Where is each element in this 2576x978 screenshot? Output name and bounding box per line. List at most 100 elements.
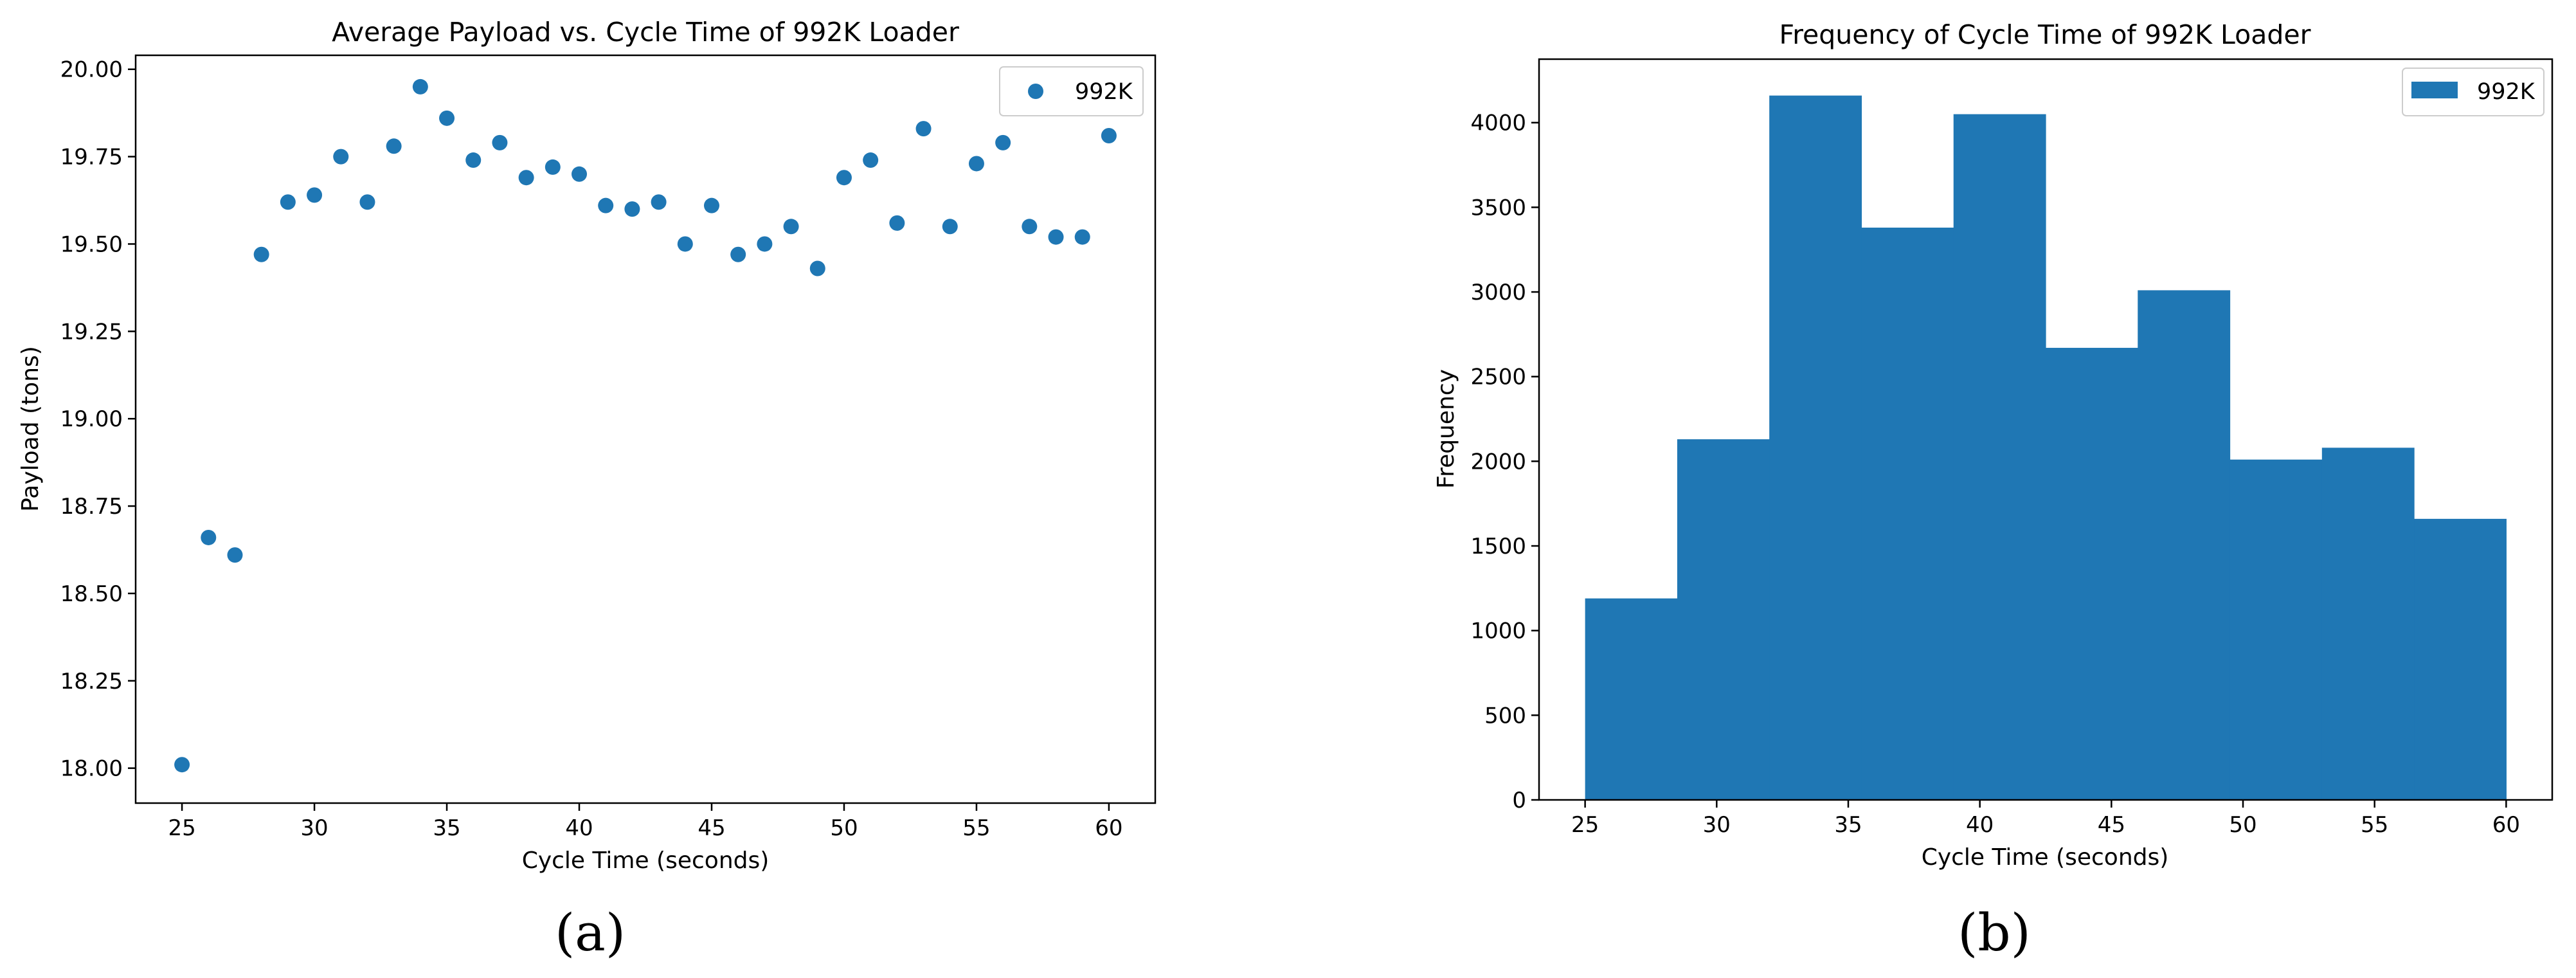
y-tick-label: 0 (1512, 788, 1526, 813)
x-tick-label: 40 (1966, 812, 1994, 838)
scatter-x-axis-label: Cycle Time (seconds) (522, 847, 770, 874)
scatter-panel: Average Payload vs. Cycle Time of 992K L… (17, 17, 1157, 963)
scatter-point (545, 159, 561, 175)
scatter-point (1048, 229, 1064, 245)
scatter-point (412, 78, 428, 95)
y-tick-label: 18.00 (60, 756, 123, 782)
histogram-x-ticks: 25 30 35 40 45 50 55 60 (1571, 800, 2520, 838)
scatter-legend-box (999, 66, 1144, 116)
histogram-bar (2414, 518, 2507, 800)
histogram-panel: Frequency of Cycle Time of 992K Loader 2… (1433, 19, 2553, 963)
y-tick-label: 19.00 (60, 406, 123, 432)
x-tick-label: 50 (2229, 812, 2256, 838)
x-tick-label: 60 (2492, 812, 2520, 838)
scatter-point (201, 529, 217, 545)
scatter-point (1101, 127, 1117, 143)
histogram-plot-area (1585, 95, 2507, 801)
histogram-bar (1861, 227, 1954, 801)
scatter-point (439, 110, 455, 126)
scatter-point (995, 134, 1011, 150)
y-tick-label: 19.75 (60, 145, 123, 170)
y-tick-label: 19.25 (60, 319, 123, 345)
scatter-point (307, 187, 323, 203)
scatter-point (677, 236, 693, 252)
histogram-legend-swatch (2411, 82, 2458, 98)
histogram-legend-label: 992K (2477, 79, 2535, 105)
scatter-y-ticks: 18.00 18.25 18.50 18.75 19.00 19.25 19.50 19.75… (60, 57, 136, 782)
histogram-bar (2321, 448, 2415, 800)
y-tick-label: 3500 (1470, 195, 1526, 221)
scatter-point (572, 166, 588, 182)
y-tick-label: 2000 (1470, 449, 1526, 475)
y-tick-label: 1500 (1470, 534, 1526, 559)
scatter-point (809, 260, 825, 276)
scatter-point (174, 757, 190, 773)
scatter-point (783, 219, 799, 235)
y-tick-label: 2500 (1470, 365, 1526, 390)
scatter-y-axis-label: Payload (tons) (17, 346, 44, 512)
scatter-plot-area (174, 78, 1117, 773)
panel-label-a: (a) (555, 903, 626, 963)
scatter-point (280, 194, 296, 210)
x-tick-label: 30 (300, 815, 328, 841)
histogram-legend: 992K (2402, 68, 2544, 116)
x-tick-label: 50 (830, 815, 858, 841)
scatter-point (836, 170, 852, 186)
y-tick-label: 18.50 (60, 581, 123, 607)
scatter-point (1022, 219, 1038, 235)
x-tick-label: 25 (1571, 812, 1599, 838)
x-tick-label: 45 (698, 815, 725, 841)
x-tick-label: 30 (1703, 812, 1731, 838)
y-tick-label: 500 (1484, 703, 1526, 729)
scatter-point (651, 194, 667, 210)
y-tick-label: 20.00 (60, 57, 123, 83)
x-tick-label: 35 (1834, 812, 1862, 838)
scatter-point (889, 215, 905, 231)
scatter-point (757, 236, 773, 252)
scatter-point (518, 170, 534, 186)
y-tick-label: 18.25 (60, 669, 123, 694)
x-tick-label: 40 (565, 815, 593, 841)
x-tick-label: 55 (962, 815, 990, 841)
x-tick-label: 35 (433, 815, 460, 841)
scatter-title: Average Payload vs. Cycle Time of 992K L… (332, 17, 959, 48)
histogram-bar (2138, 290, 2231, 800)
scatter-axes-frame (134, 54, 1157, 804)
scatter-point (1074, 229, 1090, 245)
x-tick-label: 45 (2098, 812, 2125, 838)
y-tick-label: 19.50 (60, 231, 123, 257)
y-tick-label: 1000 (1470, 619, 1526, 644)
x-tick-label: 25 (168, 815, 195, 841)
scatter-point (359, 194, 375, 210)
scatter-point (253, 246, 269, 262)
histogram-y-axis-label: Frequency (1433, 369, 1459, 489)
scatter-point (333, 149, 349, 165)
scatter-point (227, 547, 243, 563)
scatter-point (492, 134, 508, 150)
panel-label-b: (b) (1958, 903, 2031, 963)
scatter-point (703, 197, 719, 213)
y-tick-label: 3000 (1470, 280, 1526, 305)
y-tick-label: 4000 (1470, 111, 1526, 136)
scatter-point (915, 121, 932, 137)
scatter-legend: 992K (999, 66, 1144, 116)
histogram-bar (2046, 347, 2138, 800)
scatter-point (968, 156, 984, 172)
y-tick-label: 18.75 (60, 494, 123, 520)
scatter-legend-label: 992K (1075, 79, 1133, 105)
scatter-point (598, 197, 614, 213)
scatter-point (465, 152, 482, 168)
scatter-point (624, 201, 640, 217)
scatter-x-ticks: 25 30 35 40 45 50 55 60 (168, 803, 1123, 841)
scatter-legend-marker (1028, 84, 1043, 99)
histogram-axes-frame (1538, 58, 2553, 801)
histogram-legend-box (2402, 68, 2544, 116)
x-tick-label: 60 (1095, 815, 1122, 841)
x-tick-label: 55 (2361, 812, 2388, 838)
histogram-y-ticks: 0 500 1000 1500 2000 2500 3000 3500 4000 (1470, 111, 1539, 813)
histogram-bar (1677, 439, 1770, 800)
histogram-bar (2229, 459, 2323, 800)
scatter-point (863, 152, 879, 168)
scatter-point (730, 246, 746, 262)
